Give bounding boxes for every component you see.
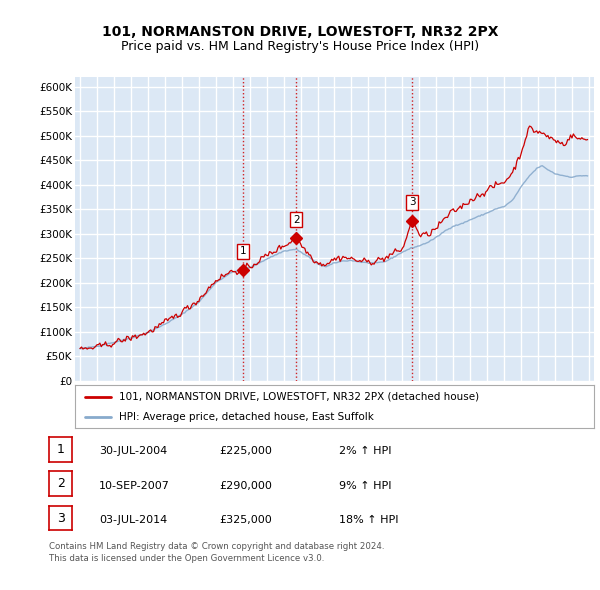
Text: 03-JUL-2014: 03-JUL-2014 (99, 514, 167, 525)
Text: 2: 2 (293, 215, 299, 225)
Text: 18% ↑ HPI: 18% ↑ HPI (339, 514, 398, 525)
Text: Price paid vs. HM Land Registry's House Price Index (HPI): Price paid vs. HM Land Registry's House … (121, 40, 479, 53)
Text: £290,000: £290,000 (219, 480, 272, 490)
Text: 2% ↑ HPI: 2% ↑ HPI (339, 446, 391, 456)
Text: 101, NORMANSTON DRIVE, LOWESTOFT, NR32 2PX: 101, NORMANSTON DRIVE, LOWESTOFT, NR32 2… (102, 25, 498, 39)
Text: £225,000: £225,000 (219, 446, 272, 456)
Text: £325,000: £325,000 (219, 514, 272, 525)
Text: Contains HM Land Registry data © Crown copyright and database right 2024.
This d: Contains HM Land Registry data © Crown c… (49, 542, 385, 563)
Text: 3: 3 (56, 512, 65, 525)
Text: 1: 1 (239, 247, 246, 257)
Text: 10-SEP-2007: 10-SEP-2007 (99, 480, 170, 490)
Text: 3: 3 (409, 198, 416, 207)
Text: 9% ↑ HPI: 9% ↑ HPI (339, 480, 391, 490)
Text: 30-JUL-2004: 30-JUL-2004 (99, 446, 167, 456)
Text: 1: 1 (56, 443, 65, 456)
Text: HPI: Average price, detached house, East Suffolk: HPI: Average price, detached house, East… (119, 412, 374, 422)
Text: 2: 2 (56, 477, 65, 490)
Text: 101, NORMANSTON DRIVE, LOWESTOFT, NR32 2PX (detached house): 101, NORMANSTON DRIVE, LOWESTOFT, NR32 2… (119, 392, 479, 402)
